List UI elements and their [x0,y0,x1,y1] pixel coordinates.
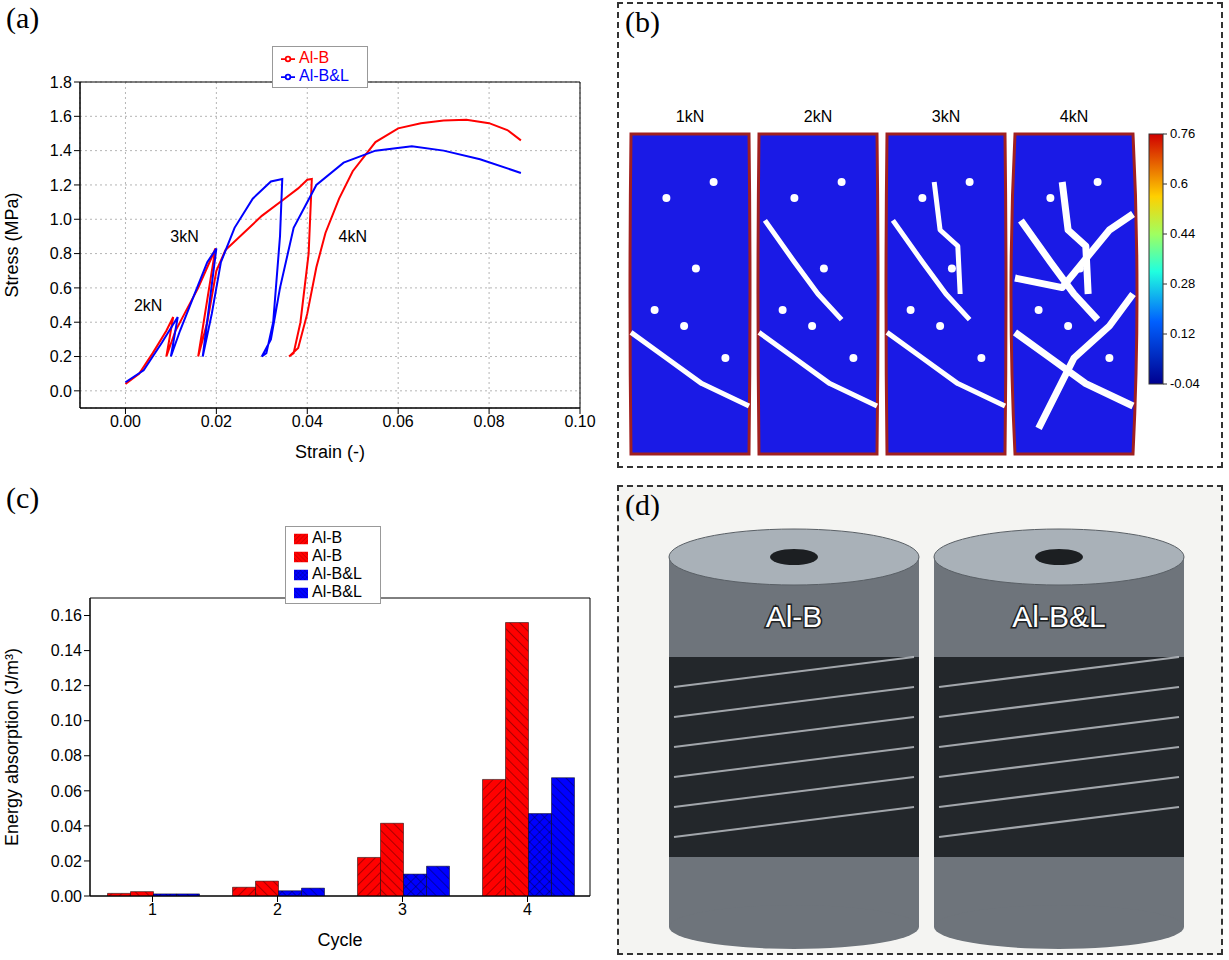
svg-text:4: 4 [523,901,532,918]
svg-text:0.04: 0.04 [292,413,323,430]
svg-text:1.2: 1.2 [50,177,72,194]
svg-text:0.2: 0.2 [50,348,72,365]
html-text:(d): (d) [625,488,660,521]
html-text:(c): (c) [6,481,40,514]
svg-text:Al-B&L: Al-B&L [1012,600,1105,633]
svg-text:0.16: 0.16 [51,607,82,624]
svg-text:Cycle: Cycle [317,930,362,950]
svg-text:2: 2 [273,901,282,918]
svg-text:1.0: 1.0 [50,211,72,228]
svg-text:0.4: 0.4 [50,314,72,331]
svg-text:0.76: 0.76 [1170,126,1195,141]
svg-text:0.14: 0.14 [51,642,82,659]
svg-text:0.10: 0.10 [564,413,595,430]
svg-text:1kN: 1kN [676,108,704,125]
svg-text:3: 3 [398,901,407,918]
html-text:Al-B&L: Al-B&L [312,565,362,582]
html-text:Al-B: Al-B [299,49,330,66]
svg-text:Energy absorption (J/m³): Energy absorption (J/m³) [2,648,22,846]
html-text:(a): (a) [6,1,40,34]
svg-text:-0.04: -0.04 [1170,376,1200,391]
svg-text:1.8: 1.8 [50,74,72,91]
svg-text:2kN: 2kN [134,297,162,314]
svg-text:0.28: 0.28 [1170,276,1195,291]
svg-text:1.6: 1.6 [50,108,72,125]
svg-text:0.06: 0.06 [383,413,414,430]
svg-text:0.0: 0.0 [50,383,72,400]
html-text:Al-B: Al-B [312,529,343,546]
svg-text:Al-B: Al-B [766,600,823,633]
svg-text:1.4: 1.4 [50,142,72,159]
svg-text:0.06: 0.06 [51,783,82,800]
svg-text:0.00: 0.00 [110,413,141,430]
svg-text:0.08: 0.08 [474,413,505,430]
svg-text:Stress (MPa): Stress (MPa) [2,192,22,297]
svg-text:0.12: 0.12 [1170,326,1195,341]
html-text:(b): (b) [625,5,660,38]
svg-text:3kN: 3kN [932,108,960,125]
svg-text:0.6: 0.6 [1170,176,1188,191]
svg-text:4kN: 4kN [339,228,367,245]
svg-text:0.12: 0.12 [51,677,82,694]
svg-text:2kN: 2kN [804,108,832,125]
svg-text:0.02: 0.02 [201,413,232,430]
svg-text:0.00: 0.00 [51,888,82,905]
svg-text:0.6: 0.6 [50,280,72,297]
svg-text:Strain (-): Strain (-) [295,442,365,462]
svg-text:0.10: 0.10 [51,712,82,729]
svg-text:4kN: 4kN [1060,108,1088,125]
svg-text:0.44: 0.44 [1170,226,1195,241]
html-text:Al-B&L: Al-B&L [299,67,349,84]
html-text:Al-B: Al-B [312,547,343,564]
svg-text:1: 1 [148,901,157,918]
svg-text:3kN: 3kN [170,228,198,245]
svg-text:0.08: 0.08 [51,747,82,764]
svg-text:0.02: 0.02 [51,853,82,870]
svg-text:0.8: 0.8 [50,245,72,262]
svg-text:0.04: 0.04 [51,818,82,835]
html-text:Al-B&L: Al-B&L [312,583,362,600]
